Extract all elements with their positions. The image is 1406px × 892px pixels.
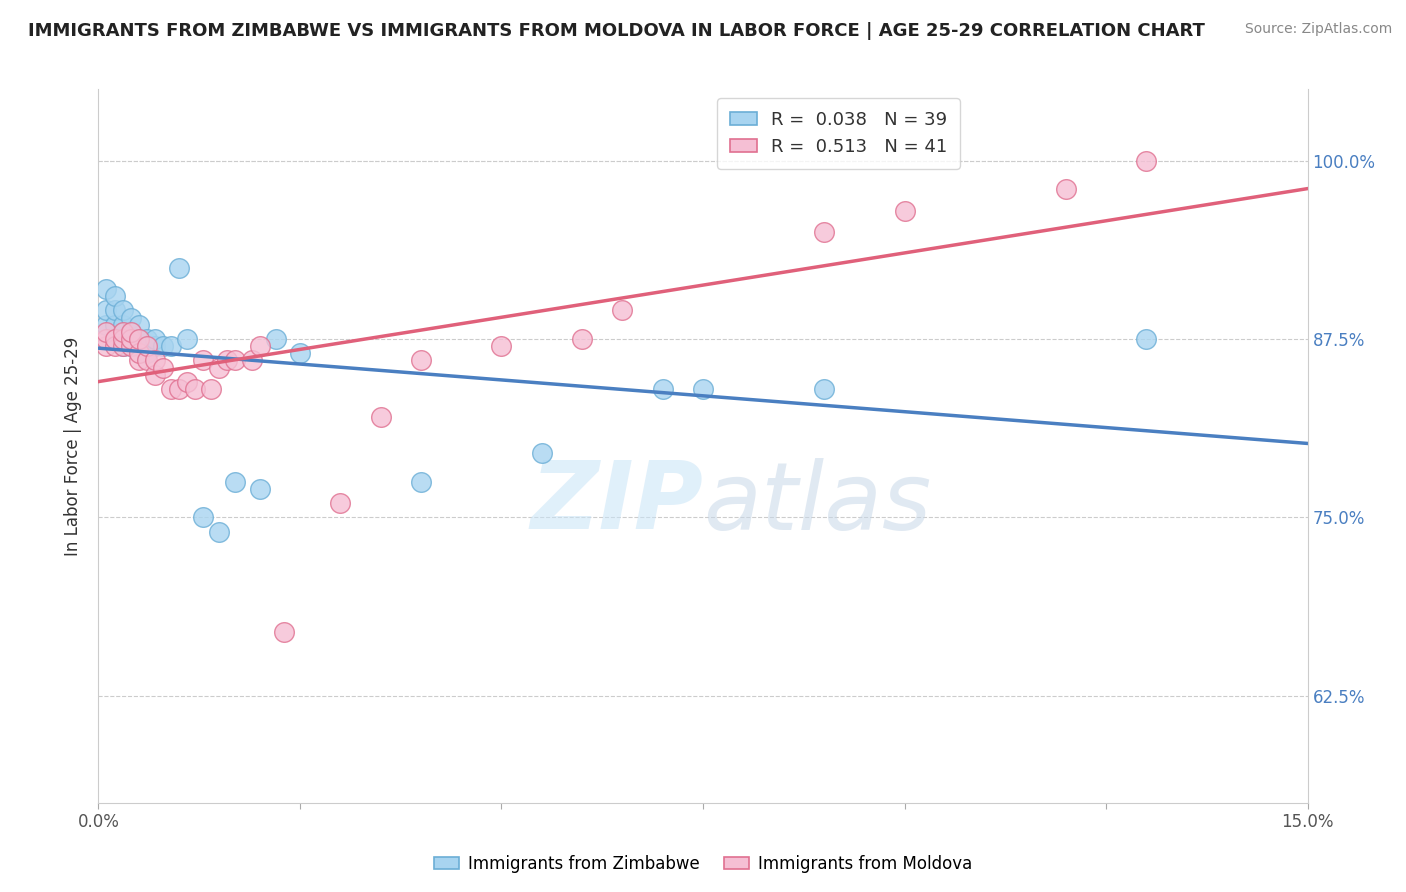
Point xyxy=(491,339,513,353)
Point xyxy=(1135,153,1157,168)
Point xyxy=(264,332,287,346)
Point xyxy=(249,339,271,353)
Point xyxy=(128,339,150,353)
Point xyxy=(120,339,142,353)
Point xyxy=(120,339,142,353)
Point xyxy=(370,410,392,425)
Point xyxy=(208,524,231,539)
Point xyxy=(96,318,118,332)
Point xyxy=(111,339,134,353)
Point xyxy=(167,382,190,396)
Point xyxy=(160,339,183,353)
Point xyxy=(217,353,239,368)
Point xyxy=(103,318,125,332)
Point xyxy=(120,325,142,339)
Point xyxy=(143,339,166,353)
Point xyxy=(692,382,714,396)
Point xyxy=(249,482,271,496)
Point xyxy=(167,260,190,275)
Point xyxy=(111,303,134,318)
Point xyxy=(135,353,157,368)
Point xyxy=(184,382,207,396)
Text: IMMIGRANTS FROM ZIMBABWE VS IMMIGRANTS FROM MOLDOVA IN LABOR FORCE | AGE 25-29 C: IMMIGRANTS FROM ZIMBABWE VS IMMIGRANTS F… xyxy=(28,22,1205,40)
Point xyxy=(111,339,134,353)
Point xyxy=(96,325,118,339)
Point xyxy=(176,332,198,346)
Point xyxy=(288,346,311,360)
Point xyxy=(240,353,263,368)
Point xyxy=(103,332,125,346)
Point xyxy=(193,510,215,524)
Point xyxy=(120,325,142,339)
Point xyxy=(273,624,295,639)
Point xyxy=(103,339,125,353)
Y-axis label: In Labor Force | Age 25-29: In Labor Force | Age 25-29 xyxy=(65,336,83,556)
Point xyxy=(409,353,432,368)
Point xyxy=(1135,332,1157,346)
Point xyxy=(111,318,134,332)
Point xyxy=(120,332,142,346)
Point xyxy=(111,325,134,339)
Point xyxy=(128,318,150,332)
Point xyxy=(651,382,673,396)
Point xyxy=(409,475,432,489)
Point xyxy=(128,353,150,368)
Legend: R =  0.038   N = 39, R =  0.513   N = 41: R = 0.038 N = 39, R = 0.513 N = 41 xyxy=(717,98,960,169)
Point xyxy=(128,332,150,346)
Point xyxy=(530,446,553,460)
Legend: Immigrants from Zimbabwe, Immigrants from Moldova: Immigrants from Zimbabwe, Immigrants fro… xyxy=(427,848,979,880)
Point xyxy=(143,368,166,382)
Point xyxy=(208,360,231,375)
Point xyxy=(612,303,634,318)
Point xyxy=(111,332,134,346)
Point xyxy=(111,325,134,339)
Point xyxy=(128,346,150,360)
Point xyxy=(111,332,134,346)
Point xyxy=(813,225,835,239)
Point xyxy=(224,475,246,489)
Point xyxy=(103,289,125,303)
Text: Source: ZipAtlas.com: Source: ZipAtlas.com xyxy=(1244,22,1392,37)
Point xyxy=(571,332,593,346)
Point xyxy=(200,382,222,396)
Point xyxy=(120,332,142,346)
Point xyxy=(329,496,352,510)
Point xyxy=(152,339,174,353)
Point xyxy=(103,332,125,346)
Point xyxy=(96,282,118,296)
Point xyxy=(143,332,166,346)
Point xyxy=(1054,182,1077,196)
Point xyxy=(120,310,142,325)
Point xyxy=(193,353,215,368)
Text: atlas: atlas xyxy=(703,458,931,549)
Point xyxy=(224,353,246,368)
Point xyxy=(135,339,157,353)
Point xyxy=(143,353,166,368)
Point xyxy=(813,382,835,396)
Point xyxy=(160,382,183,396)
Point xyxy=(96,332,118,346)
Point xyxy=(135,332,157,346)
Point xyxy=(128,332,150,346)
Point xyxy=(893,203,915,218)
Point xyxy=(135,346,157,360)
Point xyxy=(103,303,125,318)
Point xyxy=(152,360,174,375)
Point xyxy=(96,303,118,318)
Text: ZIP: ZIP xyxy=(530,457,703,549)
Point xyxy=(96,339,118,353)
Point xyxy=(176,375,198,389)
